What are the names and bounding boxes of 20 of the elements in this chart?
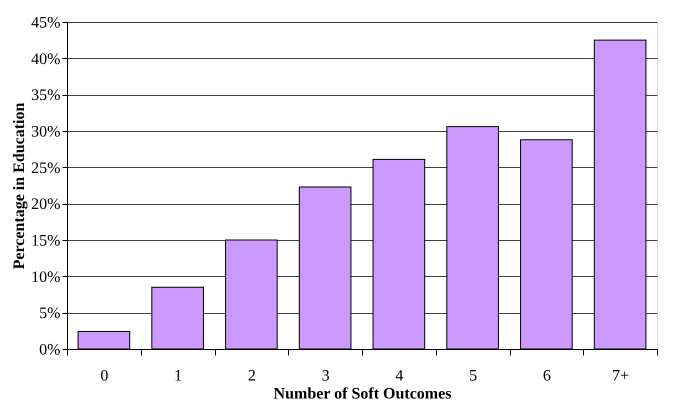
y-tick-label: 40%	[31, 50, 60, 68]
y-tick-label: 0%	[39, 342, 60, 358]
y-tick-label: 15%	[31, 232, 60, 250]
x-tick-label: 0	[100, 368, 108, 384]
y-tick-label: 25%	[31, 160, 60, 177]
y-tick-label: 45%	[31, 14, 60, 32]
x-tick-label: 1	[174, 368, 182, 384]
x-tick-label: 5	[469, 368, 478, 384]
x-tick-label: 2	[248, 368, 256, 384]
x-axis-title: Number of Soft Outcomes	[274, 386, 452, 402]
y-tick-label: 5%	[39, 305, 60, 322]
y-axis-title: Percentage in Education	[11, 102, 28, 270]
y-tick-label: 10%	[31, 268, 60, 286]
x-tick-label: 6	[542, 368, 551, 384]
x-tick-label: 7+	[612, 368, 630, 384]
x-tick-label: 3	[322, 368, 330, 384]
x-tick-label: 4	[395, 368, 404, 384]
y-tick-label: 35%	[31, 87, 60, 104]
y-tick-label: 20%	[31, 196, 60, 214]
y-tick-label: 30%	[31, 124, 60, 140]
